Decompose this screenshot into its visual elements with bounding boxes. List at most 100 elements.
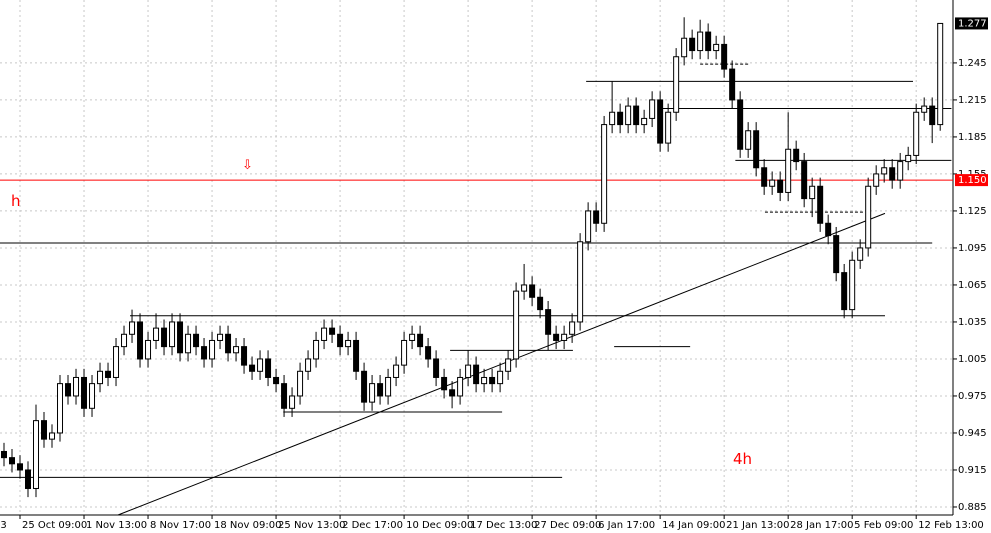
candle-body	[145, 339, 152, 360]
x-tick-label: 25 Oct 09:00	[22, 520, 87, 531]
candle-body	[25, 469, 32, 489]
candle-body	[329, 327, 336, 335]
candle-body	[801, 161, 808, 200]
candle-body	[33, 420, 40, 489]
candle-body	[225, 333, 232, 354]
candle-body	[873, 173, 880, 187]
candle-body	[865, 185, 872, 249]
candle-body	[473, 364, 480, 385]
candle-body	[41, 420, 48, 440]
candle-body	[345, 339, 352, 348]
candle-body	[937, 22, 944, 126]
x-tick-label: 13	[0, 520, 7, 531]
candle-body	[569, 321, 576, 335]
candle-body	[497, 370, 504, 385]
candle-body	[185, 333, 192, 354]
x-tick-label: 1 Nov 13:00	[86, 520, 147, 531]
candle-body	[849, 259, 856, 311]
x-tick-label: 10 Dec 09:00	[406, 520, 473, 531]
candle-body	[65, 383, 72, 397]
candle-body	[929, 105, 936, 126]
x-tick-label: 21 Jan 13:00	[726, 520, 789, 531]
y-tick-label: 0.975	[958, 391, 987, 402]
candle-body	[273, 376, 280, 385]
candle-body	[809, 185, 816, 200]
candle-body	[209, 339, 216, 360]
candle-body	[609, 111, 616, 126]
candle-body	[753, 130, 760, 169]
candle-body	[97, 370, 104, 385]
candle-body	[305, 358, 312, 372]
candle-body	[289, 395, 296, 409]
y-tick-label: 1.065	[958, 280, 987, 291]
candle-body	[793, 148, 800, 163]
candle-body	[489, 376, 496, 385]
candle-body	[233, 346, 240, 354]
current-price-box	[955, 17, 988, 30]
candle-body	[577, 241, 584, 323]
candle-body	[457, 376, 464, 397]
x-tick-label: 25 Nov 13:00	[278, 520, 345, 531]
arrow-annotation: ⇩	[242, 158, 253, 173]
candle-body	[297, 370, 304, 397]
candle-body	[505, 358, 512, 372]
candle-body	[177, 321, 184, 354]
candle-body	[409, 333, 416, 341]
candle-body	[521, 284, 528, 292]
candle-body	[633, 105, 640, 126]
candle-body	[17, 463, 24, 471]
candle-body	[649, 99, 656, 119]
candle-body	[641, 117, 648, 126]
candle-body	[529, 284, 536, 298]
x-tick-label: 8 Nov 17:00	[150, 520, 211, 531]
x-tick-label: 17 Dec 13:00	[470, 520, 537, 531]
candle-body	[713, 43, 720, 52]
candle-body	[337, 333, 344, 348]
candle-body	[817, 185, 824, 224]
candle-body	[561, 333, 568, 341]
alert-price-box	[955, 174, 988, 187]
candle-body	[673, 56, 680, 113]
candle-body	[481, 376, 488, 385]
candle-body	[905, 154, 912, 163]
candle-body	[153, 327, 160, 341]
annotation: 4h	[733, 450, 753, 468]
candle-body	[657, 99, 664, 144]
y-tick-label: 0.885	[958, 502, 987, 513]
y-tick-label: 1.125	[958, 206, 987, 217]
candle-body	[385, 376, 392, 397]
candle-body	[169, 321, 176, 348]
x-tick-label: 5 Feb 09:00	[854, 520, 913, 531]
y-tick-label: 1.185	[958, 132, 987, 143]
candle-body	[833, 235, 840, 274]
candle-body	[769, 179, 776, 187]
candle-body	[585, 210, 592, 243]
y-tick-label: 1.215	[958, 95, 987, 106]
candle-body	[897, 161, 904, 181]
candle-body	[89, 383, 96, 409]
candle-body	[689, 37, 696, 52]
candle-body	[9, 457, 16, 465]
y-tick-label: 1.005	[958, 354, 987, 365]
candle-body	[81, 376, 88, 409]
candle-body	[841, 272, 848, 311]
candle-body	[425, 346, 432, 360]
candle-body	[121, 333, 128, 348]
candle-body	[537, 296, 544, 311]
candle-body	[361, 370, 368, 403]
candle-body	[433, 358, 440, 378]
x-tick-label: 12 Feb 13:00	[918, 520, 984, 531]
candle-body	[49, 432, 56, 440]
candle-body	[241, 346, 248, 366]
candle-body	[513, 290, 520, 360]
candle-body	[1, 450, 8, 459]
candle-body	[825, 222, 832, 237]
candle-body	[377, 383, 384, 397]
candle-body	[761, 167, 768, 187]
candle-body	[665, 111, 672, 144]
current-price-label: 1.277	[958, 18, 987, 29]
candle-body	[321, 327, 328, 341]
alert-price-label: 1.150	[958, 175, 987, 186]
